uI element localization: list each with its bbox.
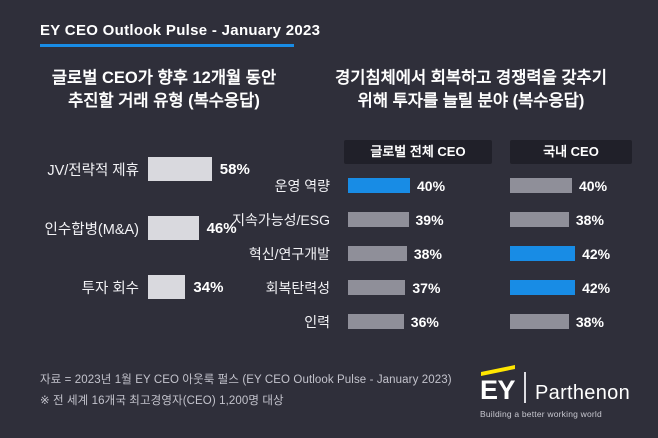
bar (510, 246, 576, 261)
value-label: 40% (417, 177, 446, 194)
parthenon-wordmark: Parthenon (535, 382, 630, 404)
bar-cell: 36% (340, 314, 510, 330)
bar-cell: 42% (510, 246, 634, 262)
logo-tagline: Building a better working world (479, 409, 602, 419)
bar (348, 246, 407, 261)
bar-cell: 38% (510, 212, 634, 228)
value-label: 39% (415, 211, 444, 228)
category-label: 투자 회수 (81, 280, 139, 297)
value-label: 37% (412, 279, 441, 296)
deal-types-title-line1: 글로벌 CEO가 향후 12개월 동안 (51, 69, 277, 87)
value-label: 58% (219, 160, 250, 178)
source-line2: ※ 전 세계 16개국 최고경영자(CEO) 1,200명 대상 (40, 394, 284, 407)
bar-row: JV/전략적 제휴 58% (30, 156, 260, 182)
bar-cell: 39% (340, 212, 510, 228)
bar (348, 178, 410, 193)
value-label: 46% (206, 219, 237, 237)
ey-mark: EY (479, 364, 516, 405)
category-label: 인수합병(M&A) (44, 221, 139, 238)
source-line1: 자료 = 2023년 1월 EY CEO 아웃룩 펄스 (EY CEO Outl… (40, 374, 452, 386)
value-label: 42% (582, 245, 611, 262)
bar (148, 157, 212, 181)
category-label: JV/전략적 제휴 (47, 162, 139, 179)
investment-title-line2: 위해 투자를 늘릴 분야 (복수응답) (357, 92, 585, 111)
column-header-global-ceo: 글로벌 전체 CEO (344, 139, 492, 164)
value-label: 40% (579, 177, 608, 194)
bar-row: 인수합병(M&A) 46% (30, 215, 260, 241)
page-title: EY CEO Outlook Pulse - January 2023 (40, 22, 321, 39)
bar-cell: 40% (340, 178, 510, 194)
bar-row: 투자 회수 34% (30, 274, 260, 300)
column-header-domestic-ceo: 국내 CEO (510, 139, 632, 164)
category-label: 회복탄력성 (265, 279, 330, 296)
value-label: 42% (582, 279, 611, 296)
bar-cell: 42% (510, 280, 634, 296)
category-label: 인력 (304, 313, 330, 330)
logo-divider (524, 372, 526, 403)
investment-areas-chart: 글로벌 전체 CEO 국내 CEO 운영 역량 40% 40% 지속가능성/ES… (228, 139, 634, 333)
bar (510, 314, 569, 329)
bar (148, 216, 199, 240)
deal-types-chart: JV/전략적 제휴 58% 인수합병(M&A) 46% 투자 회수 34% (30, 156, 260, 333)
ey-parthenon-logo: EY Parthenon Building a better working w… (480, 364, 630, 419)
source-note: 자료 = 2023년 1월 EY CEO 아웃룩 펄스 (EY CEO Outl… (40, 370, 452, 411)
value-label: 36% (410, 313, 439, 330)
value-label: 38% (413, 245, 442, 262)
deal-types-title-line2: 추진할 거래 유형 (복수응답) (68, 92, 260, 111)
value-label: 38% (575, 211, 604, 228)
logo-row: EY Parthenon (480, 364, 630, 404)
value-label: 34% (193, 278, 224, 296)
bar (510, 178, 572, 193)
bar-cell: 38% (340, 246, 510, 262)
bar-cell: 40% (510, 178, 634, 194)
bar (348, 280, 406, 295)
category-label: 혁신/연구개발 (248, 245, 330, 262)
ey-wordmark: EY (479, 375, 516, 405)
title-underline (40, 44, 294, 47)
investment-areas-chart-title: 경기침체에서 회복하고 경쟁력을 갖추기 위해 투자를 늘릴 분야 (복수응답) (305, 67, 637, 114)
value-label: 38% (575, 313, 604, 330)
deal-types-chart-title: 글로벌 CEO가 향후 12개월 동안 추진할 거래 유형 (복수응답) (18, 67, 310, 114)
investment-title-line1: 경기침체에서 회복하고 경쟁력을 갖추기 (335, 69, 607, 87)
bar (510, 212, 569, 227)
bar (510, 280, 576, 295)
bar-cell: 37% (340, 280, 510, 296)
bar (348, 314, 404, 329)
bar (348, 212, 409, 227)
category-label: 운영 역량 (274, 177, 330, 194)
bar-cell: 38% (510, 314, 634, 330)
ey-beam-icon (480, 365, 515, 376)
category-label: 지속가능성/ESG (232, 211, 330, 228)
bar (148, 275, 186, 299)
